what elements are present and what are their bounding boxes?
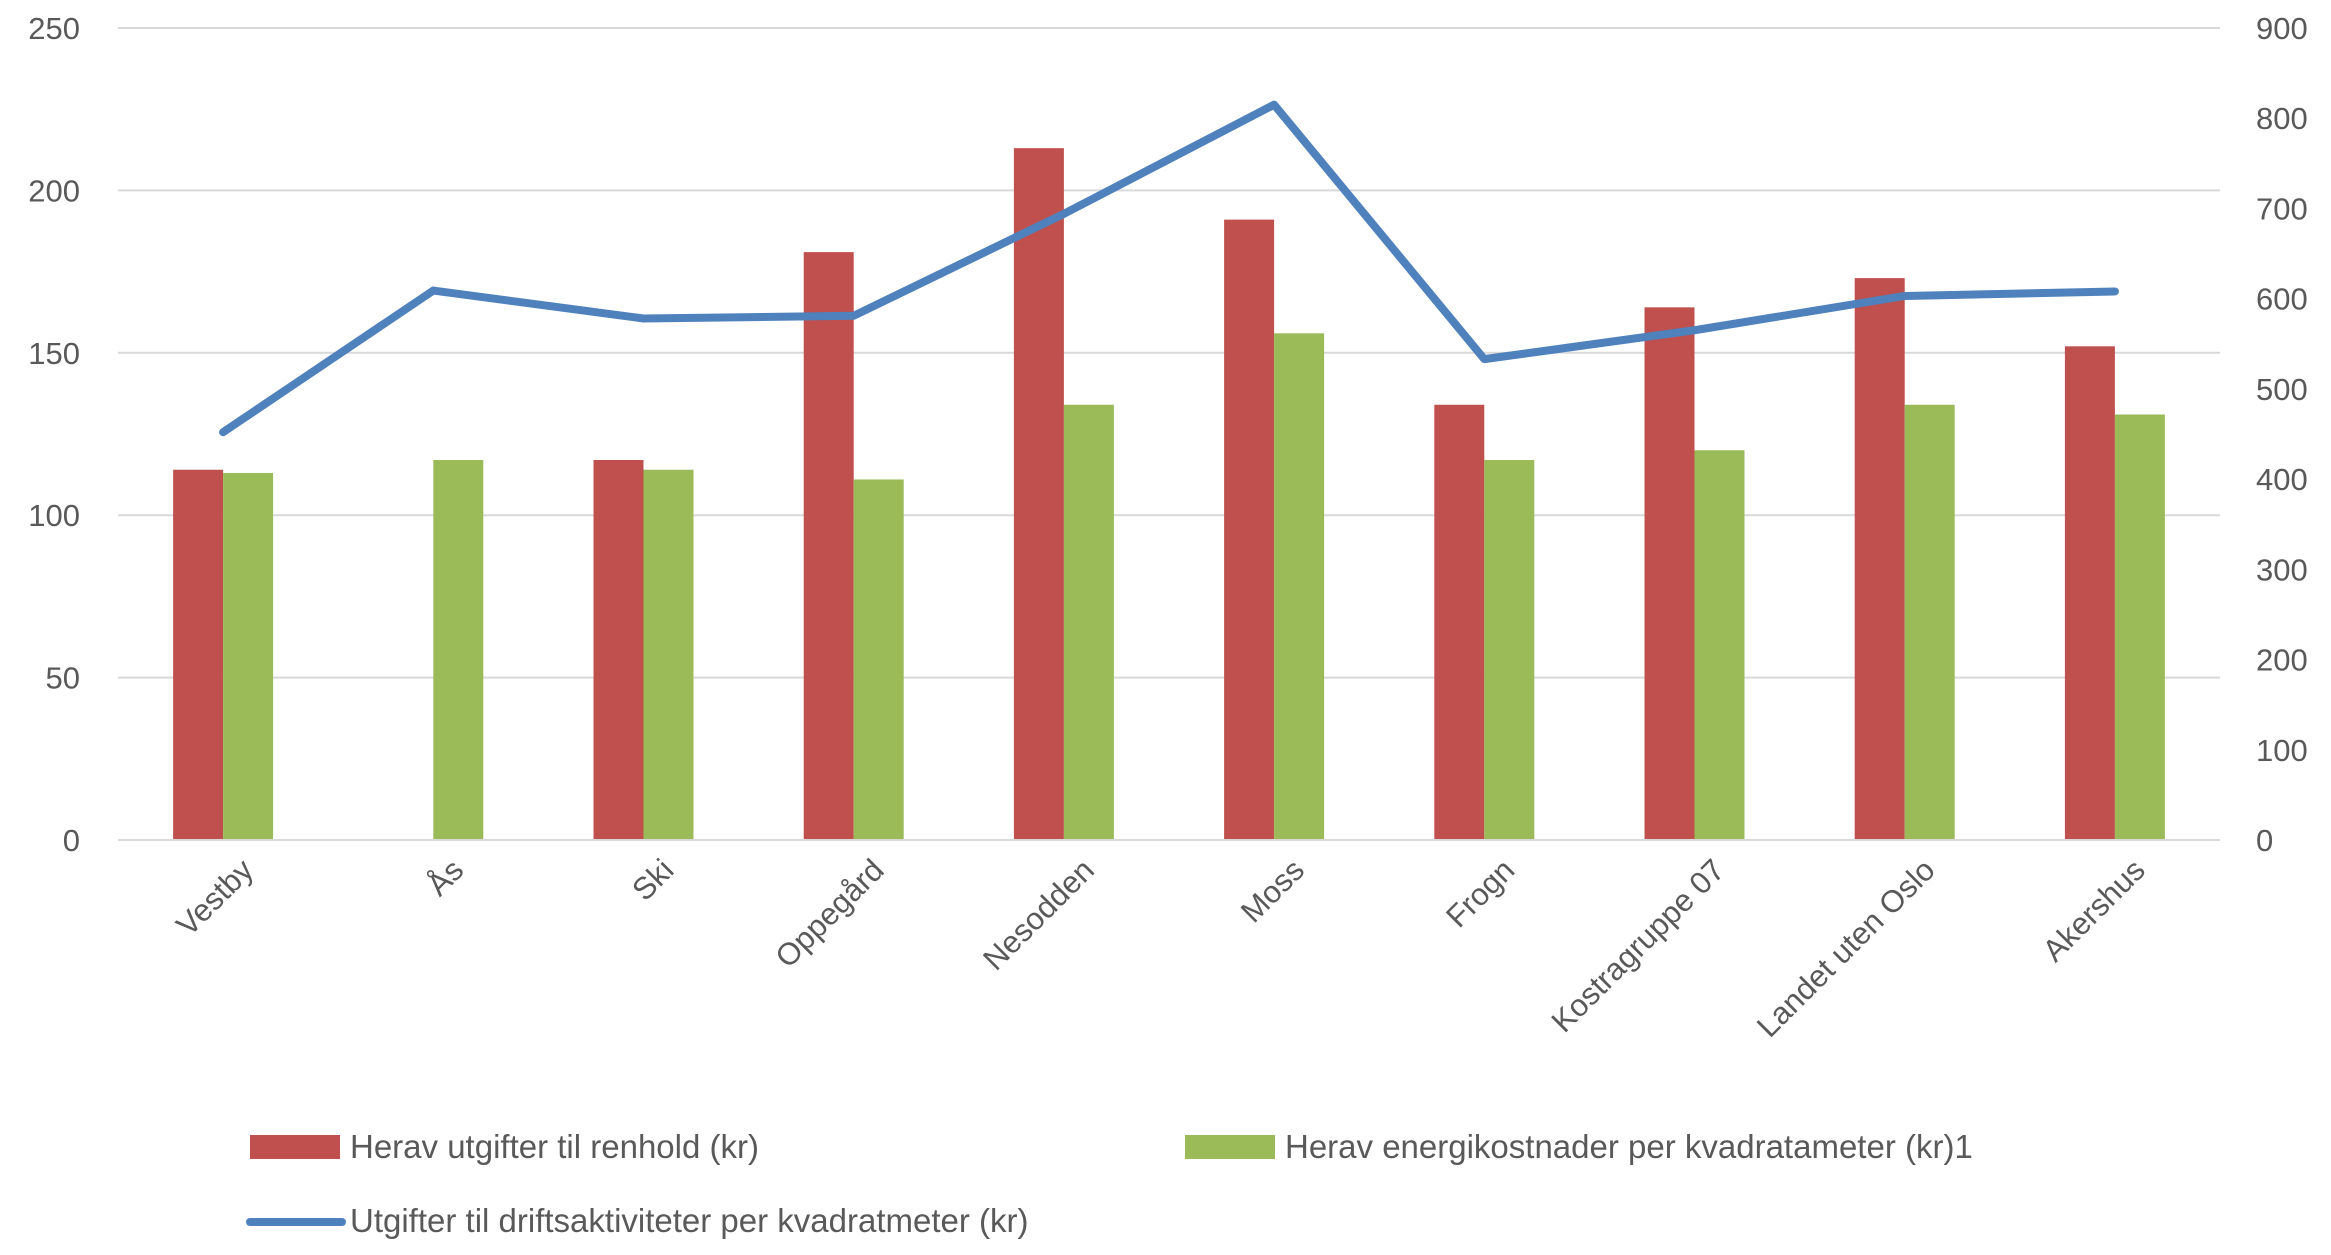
bar-renhold (1013, 148, 1064, 840)
bar-renhold (1854, 278, 1905, 840)
bar-energi (2114, 414, 2165, 840)
x-category-label: Vestby (169, 852, 260, 943)
y-left-tick-label: 0 (63, 823, 80, 858)
legend-swatch (250, 1135, 340, 1159)
y-right-tick-label: 700 (2256, 191, 2308, 226)
bar-energi (1484, 459, 1535, 840)
bar-energi (643, 469, 694, 840)
y-left-tick-label: 250 (28, 11, 80, 46)
x-category-label: Kostragruppe 07 (1545, 852, 1732, 1039)
bar-renhold (1434, 404, 1485, 840)
bar-energi (1904, 404, 1955, 840)
bar-renhold (1644, 307, 1695, 840)
bar-renhold (803, 252, 854, 840)
y-right-tick-label: 0 (2256, 823, 2273, 858)
x-category-label: Frogn (1439, 852, 1521, 934)
x-category-label: Ås (420, 852, 470, 902)
bar-renhold (593, 459, 644, 840)
legend-label: Herav utgifter til renhold (kr) (350, 1128, 759, 1165)
x-category-label: Akershus (2036, 852, 2152, 968)
bar-renhold (173, 469, 224, 840)
y-right-tick-label: 200 (2256, 643, 2308, 678)
y-left-tick-label: 200 (28, 173, 80, 208)
bar-energi (223, 472, 274, 840)
legend-label: Utgifter til driftsaktiviteter per kvadr… (350, 1202, 1029, 1239)
y-right-tick-label: 400 (2256, 462, 2308, 497)
legend-swatch (1185, 1135, 1275, 1159)
bar-energi (1274, 333, 1325, 840)
y-right-tick-label: 500 (2256, 372, 2308, 407)
y-left-tick-label: 100 (28, 498, 80, 533)
bar-renhold (1224, 219, 1275, 840)
y-right-tick-label: 800 (2256, 101, 2308, 136)
y-left-tick-label: 150 (28, 336, 80, 371)
y-right-tick-label: 600 (2256, 282, 2308, 317)
x-category-label: Landet uten Oslo (1750, 852, 1942, 1044)
bar-energi (1694, 450, 1745, 840)
y-right-tick-label: 900 (2256, 11, 2308, 46)
y-left-tick-label: 50 (46, 661, 80, 696)
bar-energi (433, 459, 484, 840)
bar-energi (853, 479, 904, 840)
x-category-label: Moss (1234, 852, 1311, 929)
line-driftsaktiviteter (219, 100, 2119, 437)
x-category-label: Nesodden (976, 852, 1101, 977)
y-right-tick-label: 100 (2256, 733, 2308, 768)
legend-label: Herav energikostnader per kvadratameter … (1285, 1128, 1973, 1165)
bar-renhold (2064, 346, 2115, 840)
x-category-label: Ski (625, 852, 680, 907)
y-right-tick-label: 300 (2256, 552, 2308, 587)
bar-energi (1063, 404, 1114, 840)
x-category-label: Oppegård (768, 852, 890, 974)
